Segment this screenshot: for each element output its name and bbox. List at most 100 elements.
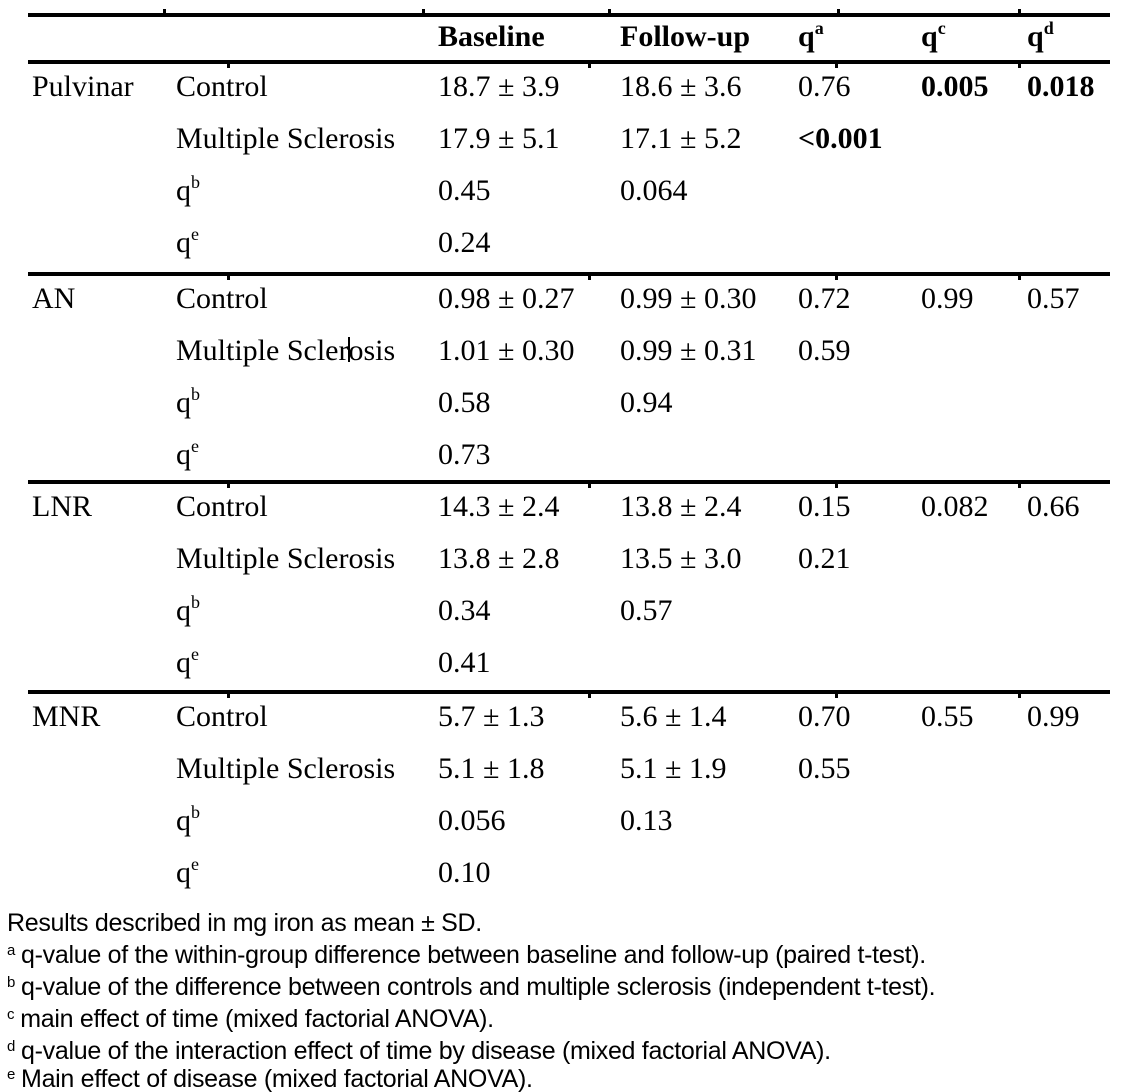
- footnote-superscript: b: [7, 974, 16, 991]
- group-label: Multiple Sclerosis: [176, 122, 396, 155]
- column-tick: [608, 9, 611, 13]
- cell-followup: 0.064: [620, 174, 688, 207]
- cell-qa: <0.001: [798, 122, 883, 155]
- header-baseline: Baseline: [438, 20, 545, 53]
- cell-qd: 0.99: [1027, 700, 1080, 733]
- text-cursor: [348, 337, 350, 362]
- column-tick: [588, 64, 591, 68]
- column-tick: [227, 694, 230, 698]
- table-row: qe 0.73: [0, 436, 1135, 480]
- table-row: qb 0.45 0.064: [0, 172, 1135, 216]
- table-row: Multiple Sclerosis 5.1 ± 1.8 5.1 ± 1.9 0…: [0, 752, 1135, 794]
- cell-baseline: 17.9 ± 5.1: [438, 122, 560, 155]
- header-rule: [28, 60, 1110, 68]
- header-qc: qc: [921, 18, 946, 53]
- column-tick: [835, 484, 838, 488]
- footnote-a: a q-value of the within-group difference …: [7, 940, 1127, 974]
- table-top-rule: [28, 9, 1110, 17]
- table-row: qe 0.41: [0, 644, 1135, 688]
- column-tick: [1018, 9, 1021, 13]
- cell-followup: 0.99 ± 0.31: [620, 334, 757, 367]
- cell-qa: 0.59: [798, 334, 851, 367]
- column-tick: [1018, 276, 1021, 280]
- footnote-results: Results described in mg iron as mean ± S…: [7, 908, 1127, 938]
- footnote-text: q-value of the interaction effect of tim…: [21, 1037, 831, 1065]
- group-label: Control: [176, 700, 268, 733]
- cell-followup: 13.8 ± 2.4: [620, 490, 742, 523]
- cell-qd: 0.018: [1027, 70, 1095, 103]
- table-row: Pulvinar Control 18.7 ± 3.9 18.6 ± 3.6 0…: [0, 70, 1135, 112]
- cell-qa: 0.21: [798, 542, 851, 575]
- table-row: Multiple Sclerosis 17.9 ± 5.1 17.1 ± 5.2…: [0, 122, 1135, 164]
- qb-row-label: qb: [176, 172, 200, 207]
- table-row: AN Control 0.98 ± 0.27 0.99 ± 0.30 0.72 …: [0, 282, 1135, 324]
- cell-baseline: 14.3 ± 2.4: [438, 490, 560, 523]
- cell-baseline: 13.8 ± 2.8: [438, 542, 560, 575]
- cell-qa: 0.15: [798, 490, 851, 523]
- footnote-c: c main effect of time (mixed factorial AN…: [7, 1004, 1127, 1038]
- qb-row-label: qb: [176, 592, 200, 627]
- cell-baseline: 0.73: [438, 438, 491, 471]
- column-tick: [588, 484, 591, 488]
- section-rule: [28, 480, 1110, 488]
- footnote-superscript: a: [7, 942, 16, 959]
- table-header-row: Baseline Follow-up qa qc qd: [0, 18, 1135, 62]
- column-tick: [227, 484, 230, 488]
- region-label: AN: [32, 282, 76, 315]
- table-row: Multiple Sclerosis 1.01 ± 0.30 0.99 ± 0.…: [0, 334, 1135, 376]
- footnote-superscript: d: [7, 1038, 16, 1055]
- section-rule: [28, 690, 1110, 698]
- region-label: Pulvinar: [32, 70, 134, 103]
- column-tick: [588, 694, 591, 698]
- table-row: qe 0.10: [0, 854, 1135, 898]
- qe-row-label: qe: [176, 224, 199, 259]
- cell-baseline: 0.056: [438, 804, 506, 837]
- group-label: Control: [176, 70, 268, 103]
- footnote-d: d q-value of the interaction effect of ti…: [7, 1036, 1127, 1070]
- cell-qc: 0.005: [921, 70, 989, 103]
- cell-baseline: 0.10: [438, 856, 491, 889]
- footnote-text: Main effect of disease (mixed factorial …: [21, 1065, 533, 1092]
- region-label: LNR: [32, 490, 92, 523]
- column-tick: [163, 9, 166, 13]
- cell-baseline: 0.41: [438, 646, 491, 679]
- qe-row-label: qe: [176, 644, 199, 679]
- table-row: MNR Control 5.7 ± 1.3 5.6 ± 1.4 0.70 0.5…: [0, 700, 1135, 742]
- column-tick: [835, 64, 838, 68]
- cell-followup: 0.57: [620, 594, 673, 627]
- group-label: Control: [176, 282, 268, 315]
- cell-baseline: 0.34: [438, 594, 491, 627]
- cell-baseline: 5.7 ± 1.3: [438, 700, 545, 733]
- cell-qd: 0.57: [1027, 282, 1080, 315]
- header-qd: qd: [1027, 18, 1054, 53]
- header-qa: qa: [798, 18, 824, 53]
- cell-qc: 0.55: [921, 700, 974, 733]
- cell-followup: 0.99 ± 0.30: [620, 282, 757, 315]
- cell-qc: 0.082: [921, 490, 989, 523]
- footnote-b: b q-value of the difference between contr…: [7, 972, 1127, 1006]
- column-tick: [422, 9, 425, 13]
- cell-qa: 0.70: [798, 700, 851, 733]
- table-row: LNR Control 14.3 ± 2.4 13.8 ± 2.4 0.15 0…: [0, 490, 1135, 532]
- qb-row-label: qb: [176, 384, 200, 419]
- footnote-e: e Main effect of disease (mixed factorial…: [7, 1064, 1127, 1092]
- qe-row-label: qe: [176, 854, 199, 889]
- footnote-text: q-value of the difference between contro…: [21, 973, 936, 1001]
- cell-qc: 0.99: [921, 282, 974, 315]
- footnote-text: Results described in mg iron as mean ± S…: [7, 909, 482, 937]
- cell-baseline: 0.98 ± 0.27: [438, 282, 575, 315]
- cell-followup: 5.1 ± 1.9: [620, 752, 727, 785]
- group-label: Multiple Sclerosis: [176, 334, 396, 367]
- column-tick: [1018, 484, 1021, 488]
- column-tick: [227, 276, 230, 280]
- cell-followup: 0.13: [620, 804, 673, 837]
- cell-baseline: 1.01 ± 0.30: [438, 334, 575, 367]
- region-label: MNR: [32, 700, 101, 733]
- cell-baseline: 0.45: [438, 174, 491, 207]
- cell-followup: 0.94: [620, 386, 673, 419]
- table-row: qb 0.34 0.57: [0, 592, 1135, 636]
- qb-row-label: qb: [176, 802, 200, 837]
- footnote-text: q-value of the within-group difference b…: [21, 941, 926, 969]
- cell-followup: 5.6 ± 1.4: [620, 700, 727, 733]
- cell-qa: 0.55: [798, 752, 851, 785]
